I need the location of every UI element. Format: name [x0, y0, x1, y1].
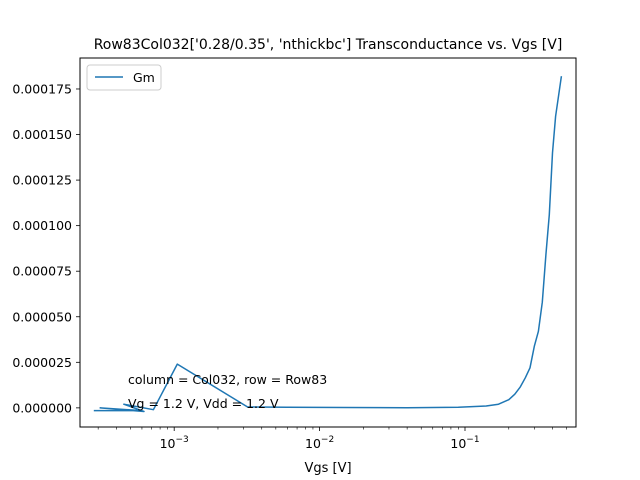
- y-tick-label: 0.000125: [12, 173, 72, 188]
- series-line-gm: [93, 76, 563, 413]
- annotation-text: Vg = 1.2 V, Vdd = 1.2 V: [128, 396, 279, 411]
- x-tick-label: 10−1: [450, 435, 479, 451]
- axes-frame: [79, 57, 577, 428]
- legend-box: [86, 64, 162, 91]
- x-tick-label: 10−3: [160, 435, 189, 451]
- y-tick-label: 0.000150: [12, 127, 72, 142]
- legend-label: Gm: [133, 70, 155, 85]
- y-tick-label: 0.000025: [12, 355, 72, 370]
- y-tick-label: 0.000075: [12, 264, 72, 279]
- y-tick-label: 0.000175: [12, 81, 72, 96]
- x-tick-label: 10−2: [305, 435, 334, 451]
- legend: Gm: [86, 64, 162, 91]
- annotation-text: column = Col032, row = Row83: [128, 372, 327, 387]
- y-tick-label: 0.000000: [12, 400, 72, 415]
- plot-area: 0.000000 0.000025 0.000050 0.000075 0.000100…: [12, 57, 577, 451]
- y-tick-label: 0.000050: [12, 309, 72, 324]
- y-tick-label: 0.000100: [12, 218, 72, 233]
- x-axis-label: Vgs [V]: [304, 461, 351, 476]
- chart-title: Row83Col032['0.28/0.35', 'nthickbc'] Tra…: [94, 37, 563, 53]
